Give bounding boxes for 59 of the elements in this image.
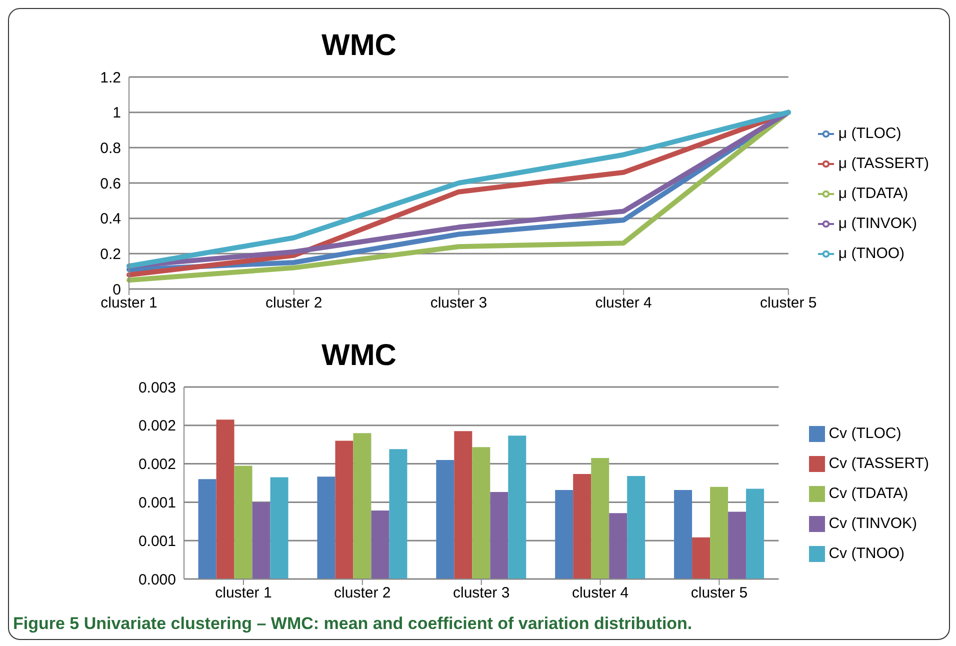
y-tick-label: 0.2 xyxy=(100,246,121,263)
bar xyxy=(728,512,746,579)
x-tick-label: cluster 3 xyxy=(430,294,488,312)
bar xyxy=(472,447,490,579)
bar xyxy=(198,479,216,579)
bar xyxy=(746,488,764,579)
bar xyxy=(627,476,646,579)
bar xyxy=(490,492,508,579)
bar xyxy=(436,460,454,579)
bar xyxy=(389,449,408,579)
bar xyxy=(270,477,288,579)
bar xyxy=(508,436,526,579)
bar xyxy=(591,458,610,579)
legend-label: Cv (TDATA) xyxy=(828,485,908,502)
bar xyxy=(692,537,710,579)
x-tick-label: cluster 1 xyxy=(215,584,272,602)
x-tick-label: cluster 2 xyxy=(266,294,322,312)
bar xyxy=(335,440,354,579)
bar xyxy=(216,420,234,579)
bar xyxy=(317,476,336,579)
bar xyxy=(710,486,728,579)
legend-label: Cv (TLOC) xyxy=(828,425,902,442)
legend-label: Cv (TASSERT) xyxy=(828,455,929,472)
y-tick-label: 0.6 xyxy=(100,175,121,192)
legend-label: μ (TNOO) xyxy=(838,245,905,262)
y-tick-label: 0.003 xyxy=(138,379,176,396)
legend-label: μ (TASSERT) xyxy=(838,155,929,172)
legend-label: μ (TLOC) xyxy=(838,125,902,142)
y-tick-label: 0.001 xyxy=(138,532,176,550)
y-tick-label: 1 xyxy=(112,104,121,122)
y-tick-label: 0.002 xyxy=(138,418,176,435)
bar xyxy=(573,474,592,579)
x-tick-label: cluster 4 xyxy=(595,294,652,312)
chart-title: WMC xyxy=(320,29,398,63)
y-tick-label: 0.8 xyxy=(100,140,121,157)
y-tick-label: 0.000 xyxy=(138,571,176,588)
x-tick-label: cluster 5 xyxy=(760,294,817,312)
caption: Figure 5 Univariate clustering – WMC: mean and coefficient of variation distribution. xyxy=(13,614,692,634)
bar xyxy=(353,433,372,579)
legend-label: μ (TDATA) xyxy=(838,185,908,202)
bar xyxy=(252,502,270,579)
x-tick-label: cluster 2 xyxy=(334,584,391,602)
x-tick-label: cluster 3 xyxy=(453,584,510,602)
bar xyxy=(555,490,574,579)
y-tick-label: 1.2 xyxy=(100,69,121,86)
chart-title: WMC xyxy=(320,339,398,373)
x-tick-label: cluster 4 xyxy=(572,584,629,602)
legend-label: Cv (TINVOK) xyxy=(828,515,918,532)
y-tick-label: 0.001 xyxy=(138,494,176,512)
bar xyxy=(674,490,692,579)
legend-label: Cv (TNOO) xyxy=(828,545,905,562)
legend-label: μ (TINVOK) xyxy=(838,215,918,232)
bar xyxy=(371,510,390,579)
bar xyxy=(454,431,472,579)
y-tick-label: 0.4 xyxy=(100,210,121,228)
bar xyxy=(609,513,628,579)
y-tick-label: 0.002 xyxy=(138,456,176,474)
bar xyxy=(234,466,252,579)
x-tick-label: cluster 5 xyxy=(690,584,748,602)
